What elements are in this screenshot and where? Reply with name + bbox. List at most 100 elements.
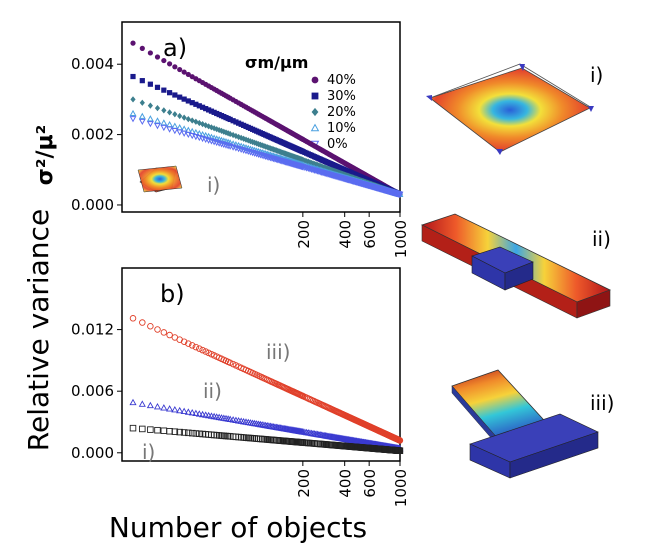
- data-point: [177, 112, 183, 120]
- x-tick-label: 400: [337, 220, 355, 249]
- data-point: [129, 398, 137, 406]
- data-point: [130, 73, 136, 80]
- data-point: [176, 428, 183, 436]
- data-point: [129, 109, 137, 117]
- x-tick-label: 200: [295, 220, 313, 249]
- data-point: [251, 150, 259, 157]
- data-point: [147, 322, 154, 330]
- data-point: [139, 319, 146, 326]
- data-point: [181, 69, 187, 75]
- data-point: [240, 147, 248, 154]
- data-point: [160, 427, 168, 435]
- data-point: [172, 92, 178, 98]
- data-point: [180, 130, 188, 137]
- side-label-iii: iii): [590, 391, 614, 415]
- data-point: [176, 123, 184, 131]
- legend-label: 30%: [327, 89, 356, 104]
- data-point: [199, 104, 206, 110]
- data-point: [253, 151, 261, 158]
- data-point: [166, 120, 174, 128]
- data-point: [161, 87, 167, 93]
- data-point: [129, 315, 137, 322]
- y-label-main: Relative variance: [22, 209, 55, 451]
- data-point: [199, 346, 206, 354]
- data-point: [249, 150, 257, 157]
- data-point: [166, 61, 173, 67]
- side-label-i: i): [590, 63, 603, 87]
- data-point: [139, 99, 145, 106]
- data-point: [241, 135, 247, 142]
- data-point: [139, 425, 146, 433]
- data-point: [166, 109, 173, 116]
- x-tick-label: 1000: [392, 469, 410, 507]
- data-point: [130, 40, 136, 46]
- data-point: [222, 142, 230, 149]
- data-point: [192, 430, 200, 437]
- data-point: [160, 404, 168, 411]
- data-point: [172, 111, 178, 118]
- data-point: [226, 359, 234, 367]
- data-point: [396, 437, 404, 444]
- data-point: [218, 141, 225, 148]
- inset-plate-thumbnail: [137, 165, 183, 193]
- data-point: [180, 338, 188, 345]
- data-point: [208, 108, 215, 114]
- data-point: [171, 128, 179, 135]
- data-point: [396, 447, 404, 454]
- legend-label: 0%: [327, 137, 348, 152]
- panel-a: a) σm/μm 40%30%20%10%0% 0.000 0.002 0.004 2…: [71, 21, 410, 258]
- data-point: [171, 122, 179, 129]
- data-point: [244, 148, 252, 156]
- legend-marker: [311, 92, 319, 100]
- data-point: [185, 115, 191, 123]
- data-point: [220, 141, 228, 149]
- data-point: [257, 435, 264, 443]
- data-point: [189, 100, 195, 106]
- data-point: [224, 143, 232, 150]
- data-point: [227, 130, 233, 138]
- data-point: [206, 107, 212, 113]
- data-point: [146, 401, 154, 409]
- data-point: [147, 426, 154, 433]
- data-point: [180, 429, 188, 436]
- data-point: [184, 131, 192, 139]
- data-point: [177, 94, 183, 100]
- data-point: [195, 410, 203, 417]
- data-point: [242, 148, 250, 155]
- y-label-top: σ²/μ²: [33, 125, 58, 186]
- y-tick-label: 0.006: [71, 382, 114, 400]
- data-point: [188, 409, 196, 416]
- data-point: [160, 124, 168, 132]
- data-point: [161, 107, 167, 114]
- data-point: [225, 130, 231, 137]
- inset-label-a: i): [207, 173, 220, 197]
- x-tick-label: 600: [361, 220, 379, 249]
- data-point: [196, 103, 202, 109]
- data-point: [138, 118, 146, 126]
- data-point: [177, 66, 183, 73]
- panel-b-frame: [121, 267, 401, 462]
- data-point: [171, 428, 179, 435]
- data-point: [396, 191, 404, 199]
- data-point: [154, 84, 161, 90]
- data-point: [154, 326, 161, 333]
- panel-b: b) 0.000 0.006 0.012 200 400 600 1000 iii) ii)…: [71, 267, 410, 507]
- data-point: [160, 119, 168, 126]
- data-point: [172, 64, 178, 70]
- data-point: [154, 54, 161, 60]
- data-point: [196, 430, 203, 438]
- data-point: [188, 429, 196, 437]
- data-point: [166, 331, 173, 339]
- beam-rendering: [420, 213, 612, 319]
- data-point: [245, 137, 251, 144]
- data-point: [171, 405, 179, 413]
- data-point: [154, 104, 161, 112]
- data-point: [215, 140, 223, 147]
- data-point: [199, 121, 206, 128]
- data-point: [253, 435, 260, 442]
- data-point: [181, 114, 187, 121]
- data-point: [180, 407, 188, 415]
- data-point: [188, 342, 196, 349]
- data-point: [247, 149, 254, 156]
